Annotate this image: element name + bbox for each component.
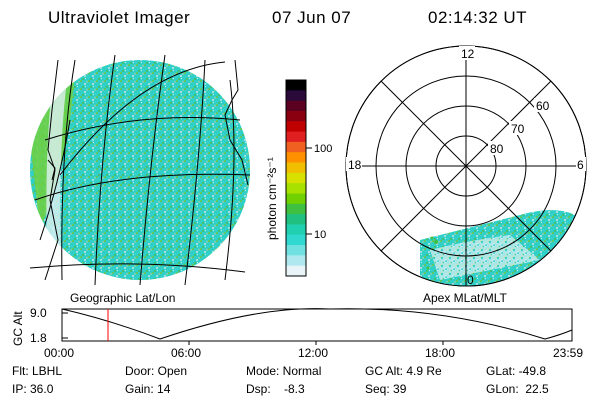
- colorbar-segment: [286, 193, 306, 205]
- info-gain: Gain: 14: [125, 382, 171, 396]
- info-dsp: Dsp: -8.3: [246, 382, 305, 396]
- lat-lon-grid: [29, 54, 251, 286]
- colorbar-segment: [286, 224, 306, 236]
- colorbar: 100 10 photon cm⁻²s⁻¹: [265, 79, 332, 277]
- colorbar-segment: [286, 162, 306, 174]
- info-glon: GLon: 22.5: [486, 382, 549, 396]
- timeline-xtick-2: 12:00: [298, 346, 328, 360]
- timeline-xtick-3: 18:00: [425, 346, 455, 360]
- polar-grid: [345, 45, 587, 287]
- date-label: 07 Jun 07: [272, 8, 352, 27]
- timeline-xtick-0: 00:00: [44, 346, 74, 360]
- right-caption: Apex MLat/MLT: [423, 291, 507, 305]
- colorbar-segment: [286, 100, 306, 112]
- mlat-label-60: 60: [536, 99, 550, 113]
- colorbar-segment: [286, 265, 306, 277]
- timeline-ytick-9: 9.0: [30, 306, 47, 320]
- colorbar-label: photon cm⁻²s⁻¹: [265, 157, 279, 240]
- timeline-xtick-4: 23:59: [553, 346, 583, 360]
- info-glat: GLat: -49.8: [486, 364, 547, 378]
- altitude-timeline: 9.0 1.8 GC Alt 00:00 06:00 12:00 18:00 2…: [11, 306, 583, 360]
- info-gc-alt: GC Alt: 4.9 Re: [365, 364, 442, 378]
- mlt-label-12: 12: [461, 47, 475, 61]
- timeline-ytick-1-8: 1.8: [30, 331, 47, 345]
- colorbar-segment: [286, 110, 306, 122]
- colorbar-segment: [286, 141, 306, 153]
- info-ip: IP: 36.0: [12, 382, 54, 396]
- info-mode: Mode: Normal: [246, 364, 322, 378]
- colorbar-segment: [286, 90, 306, 102]
- info-seq: Seq: 39: [365, 382, 407, 396]
- geographic-map: Geographic Lat/Lon: [29, 54, 251, 305]
- timeline-xtick-1: 06:00: [171, 346, 201, 360]
- info-flt: Flt: LBHL: [12, 364, 63, 378]
- coastline: [44, 59, 249, 281]
- colorbar-segment: [286, 214, 306, 225]
- colorbar-segment: [286, 255, 306, 267]
- mlat-label-80: 80: [490, 142, 504, 156]
- colorbar-tick-100: 100: [314, 143, 332, 155]
- colorbar-segment: [286, 203, 306, 215]
- colorbar-segment: [286, 234, 306, 246]
- earth-disk: [30, 60, 250, 280]
- colorbar-segment: [286, 245, 306, 256]
- colorbar-segment: [286, 183, 306, 194]
- colorbar-tick-10: 10: [314, 229, 326, 241]
- mlt-label-18: 18: [348, 158, 362, 172]
- timeline-ylabel: GC Alt: [11, 311, 25, 346]
- left-caption: Geographic Lat/Lon: [70, 291, 175, 305]
- mlat-label-70: 70: [511, 122, 525, 136]
- colorbar-segment: [286, 131, 306, 143]
- time-label: 02:14:32 UT: [428, 8, 528, 27]
- colorbar-segment: [286, 152, 306, 164]
- mlt-label-6: 6: [577, 158, 584, 172]
- colorbar-segment: [286, 80, 306, 91]
- colorbar-gradient: [286, 80, 306, 277]
- polar-plot: 12 18 6 0 60 70 80 Apex MLat/MLT: [345, 45, 587, 305]
- info-door: Door: Open: [125, 364, 188, 378]
- app-title: Ultraviolet Imager: [48, 8, 191, 27]
- orbit-altitude-curve: [61, 308, 573, 340]
- colorbar-segment: [286, 172, 306, 184]
- mlt-label-0: 0: [467, 273, 474, 287]
- colorbar-segment: [286, 121, 306, 133]
